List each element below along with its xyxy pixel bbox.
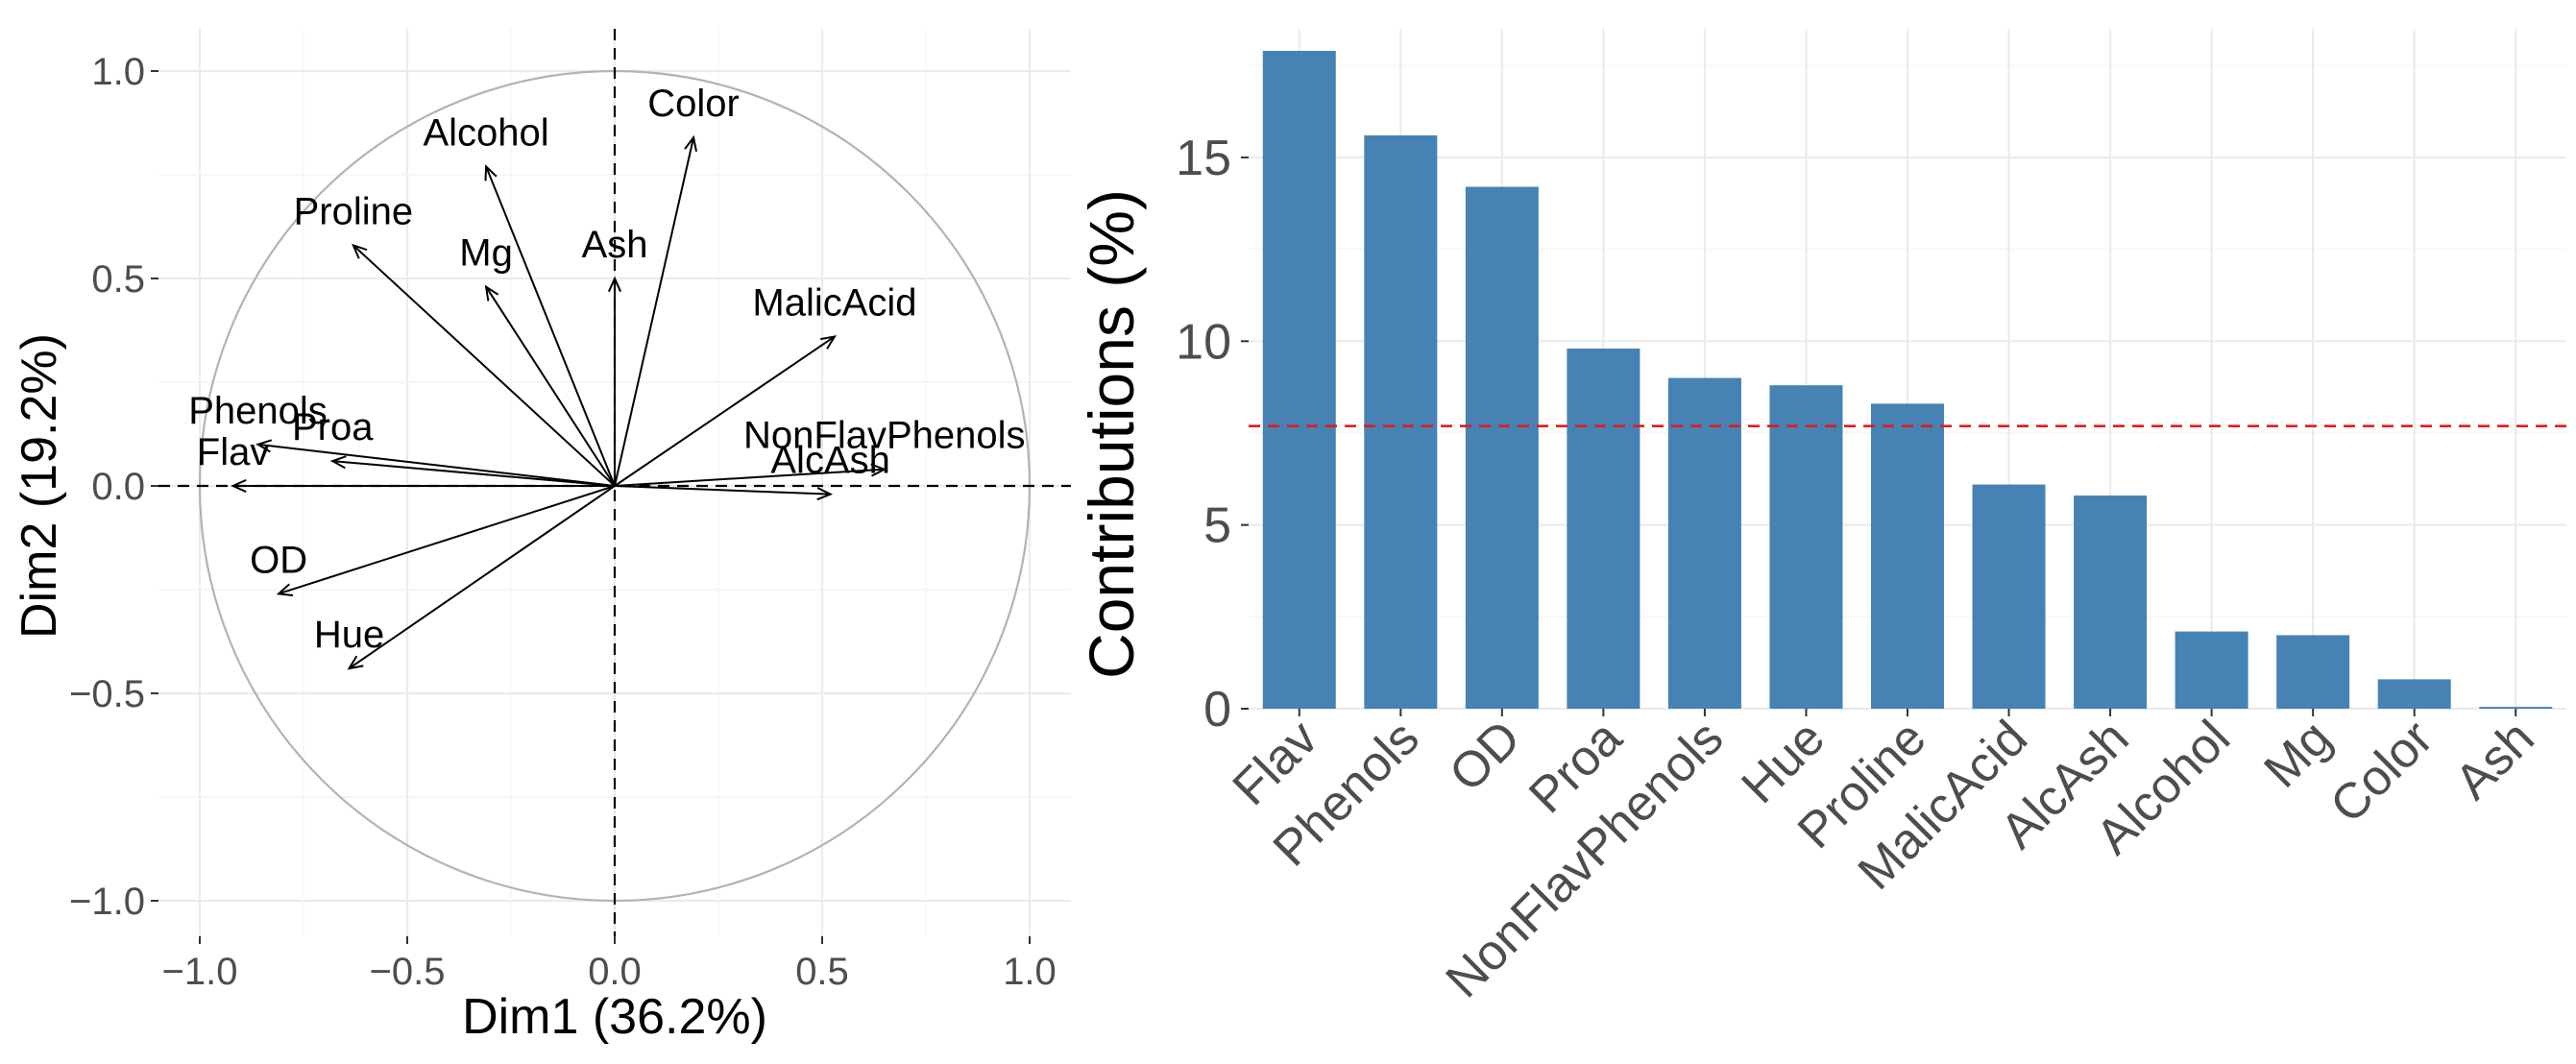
pca-y-tick-label: −1.0	[69, 881, 145, 923]
label-color: Color	[647, 83, 740, 125]
bar-y-tick-label: 5	[1203, 498, 1231, 554]
label-alcash: AlcAsh	[770, 440, 890, 482]
arrowhead-alcohol	[484, 164, 498, 181]
bar-alcash	[2074, 496, 2148, 709]
arrowhead-od	[276, 583, 294, 596]
arrowhead-ash	[607, 276, 622, 293]
bar-x-tick-label-od: OD	[1439, 710, 1531, 802]
bar-od	[1465, 186, 1539, 710]
pca-y-ticks: −1.0 −0.5 0.0 0.5 1.0	[69, 51, 158, 923]
pca-x-tick-label: 1.0	[1003, 951, 1057, 993]
bar-proa	[1567, 348, 1640, 709]
arrowhead-mg	[484, 284, 499, 302]
arrowhead-proline	[352, 243, 368, 259]
bar-color	[2377, 679, 2451, 709]
pca-x-tick-label: −0.5	[370, 951, 446, 993]
variable-arrows	[231, 134, 887, 670]
bar-x-tick-label-ash: Ash	[2444, 710, 2544, 810]
arrow-alcohol	[485, 165, 616, 487]
bar-malicacid	[1972, 484, 2046, 709]
pca-y-axis-title: Dim2 (19.2%)	[12, 333, 67, 639]
pca-x-axis-title: Dim1 (36.2%)	[462, 989, 767, 1045]
label-phenols: Phenols	[188, 390, 328, 432]
arrow-proa	[332, 460, 616, 487]
arrowhead-proa	[329, 455, 347, 470]
label-ash: Ash	[582, 224, 648, 266]
contributions-bar-panel: 0 5 10 15 FlavPhenols ODProaNonFlavPhenolsHu…	[1076, 29, 2566, 1008]
pca-correlation-panel: −1.0 −0.5 0.0 0.5 1.0 −1.0 −0.5 0.0 0.5 1.0 Alco…	[12, 29, 1071, 1045]
label-malicacid: MalicAcid	[752, 281, 916, 324]
label-hue: Hue	[314, 614, 384, 656]
bar-ash	[2479, 707, 2553, 709]
arrow-phenols	[257, 443, 616, 487]
bar-mg	[2276, 635, 2350, 709]
bar-alcohol	[2175, 631, 2248, 709]
arrowhead-color	[684, 134, 698, 153]
bar-phenols	[1364, 134, 1438, 710]
bar-x-tick-labels: FlavPhenols ODProaNonFlavPhenolsHueProlin…	[1223, 709, 2545, 1008]
arrow-hue	[348, 485, 616, 669]
arrowhead-hue	[347, 655, 364, 670]
arrowhead-nonflavphenols	[870, 463, 887, 477]
bar-y-axis-title: Contributions (%)	[1076, 189, 1147, 679]
label-proa: Proa	[292, 406, 374, 448]
bar-x-tick-label-color: Color	[2320, 710, 2443, 834]
arrow-nonflavphenols	[614, 468, 885, 487]
arrow-alcash	[614, 485, 831, 496]
bar-hue	[1769, 385, 1843, 709]
pca-y-tick-label: 0.5	[91, 258, 145, 301]
bar-y-tick-label: 0	[1203, 682, 1231, 738]
pca-y-tick-label: −0.5	[69, 673, 145, 715]
bar-flav	[1262, 50, 1336, 710]
arrow-malicacid	[614, 335, 836, 487]
label-od: OD	[250, 539, 307, 581]
arrowhead-phenols	[255, 439, 273, 453]
bar-proline	[1871, 403, 1944, 709]
arrowhead-malicacid	[820, 335, 837, 350]
arrow-proline	[352, 244, 616, 487]
bar-y-tick-label: 15	[1176, 131, 1231, 186]
arrowhead-alcash	[816, 487, 834, 501]
label-proline: Proline	[294, 190, 414, 232]
pca-x-tick-label: −1.0	[162, 951, 238, 993]
arrow-od	[278, 485, 616, 595]
pca-x-tick-label: 0.5	[795, 951, 849, 993]
bar-nonflavphenols	[1667, 377, 1741, 709]
label-alcohol: Alcohol	[423, 111, 548, 154]
pca-y-tick-label: 0.0	[91, 466, 145, 508]
label-nonflavphenols: NonFlavPhenols	[743, 415, 1026, 457]
bars	[1262, 50, 2553, 710]
variable-labels: Alcohol Color Proline Mg Ash MalicAcid Phenols…	[188, 83, 1025, 656]
label-flav: Flav	[197, 431, 270, 473]
arrowhead-flav	[231, 478, 247, 494]
bar-y-ticks: 0 5 10 15	[1176, 131, 1249, 738]
arrow-mg	[485, 286, 616, 487]
pca-x-ticks: −1.0 −0.5 0.0 0.5 1.0	[162, 936, 1057, 993]
bar-y-tick-label: 10	[1176, 314, 1231, 370]
arrow-color	[614, 136, 695, 487]
pca-y-tick-label: 1.0	[91, 51, 145, 93]
pca-x-tick-label: 0.0	[588, 951, 642, 993]
label-mg: Mg	[459, 232, 513, 275]
